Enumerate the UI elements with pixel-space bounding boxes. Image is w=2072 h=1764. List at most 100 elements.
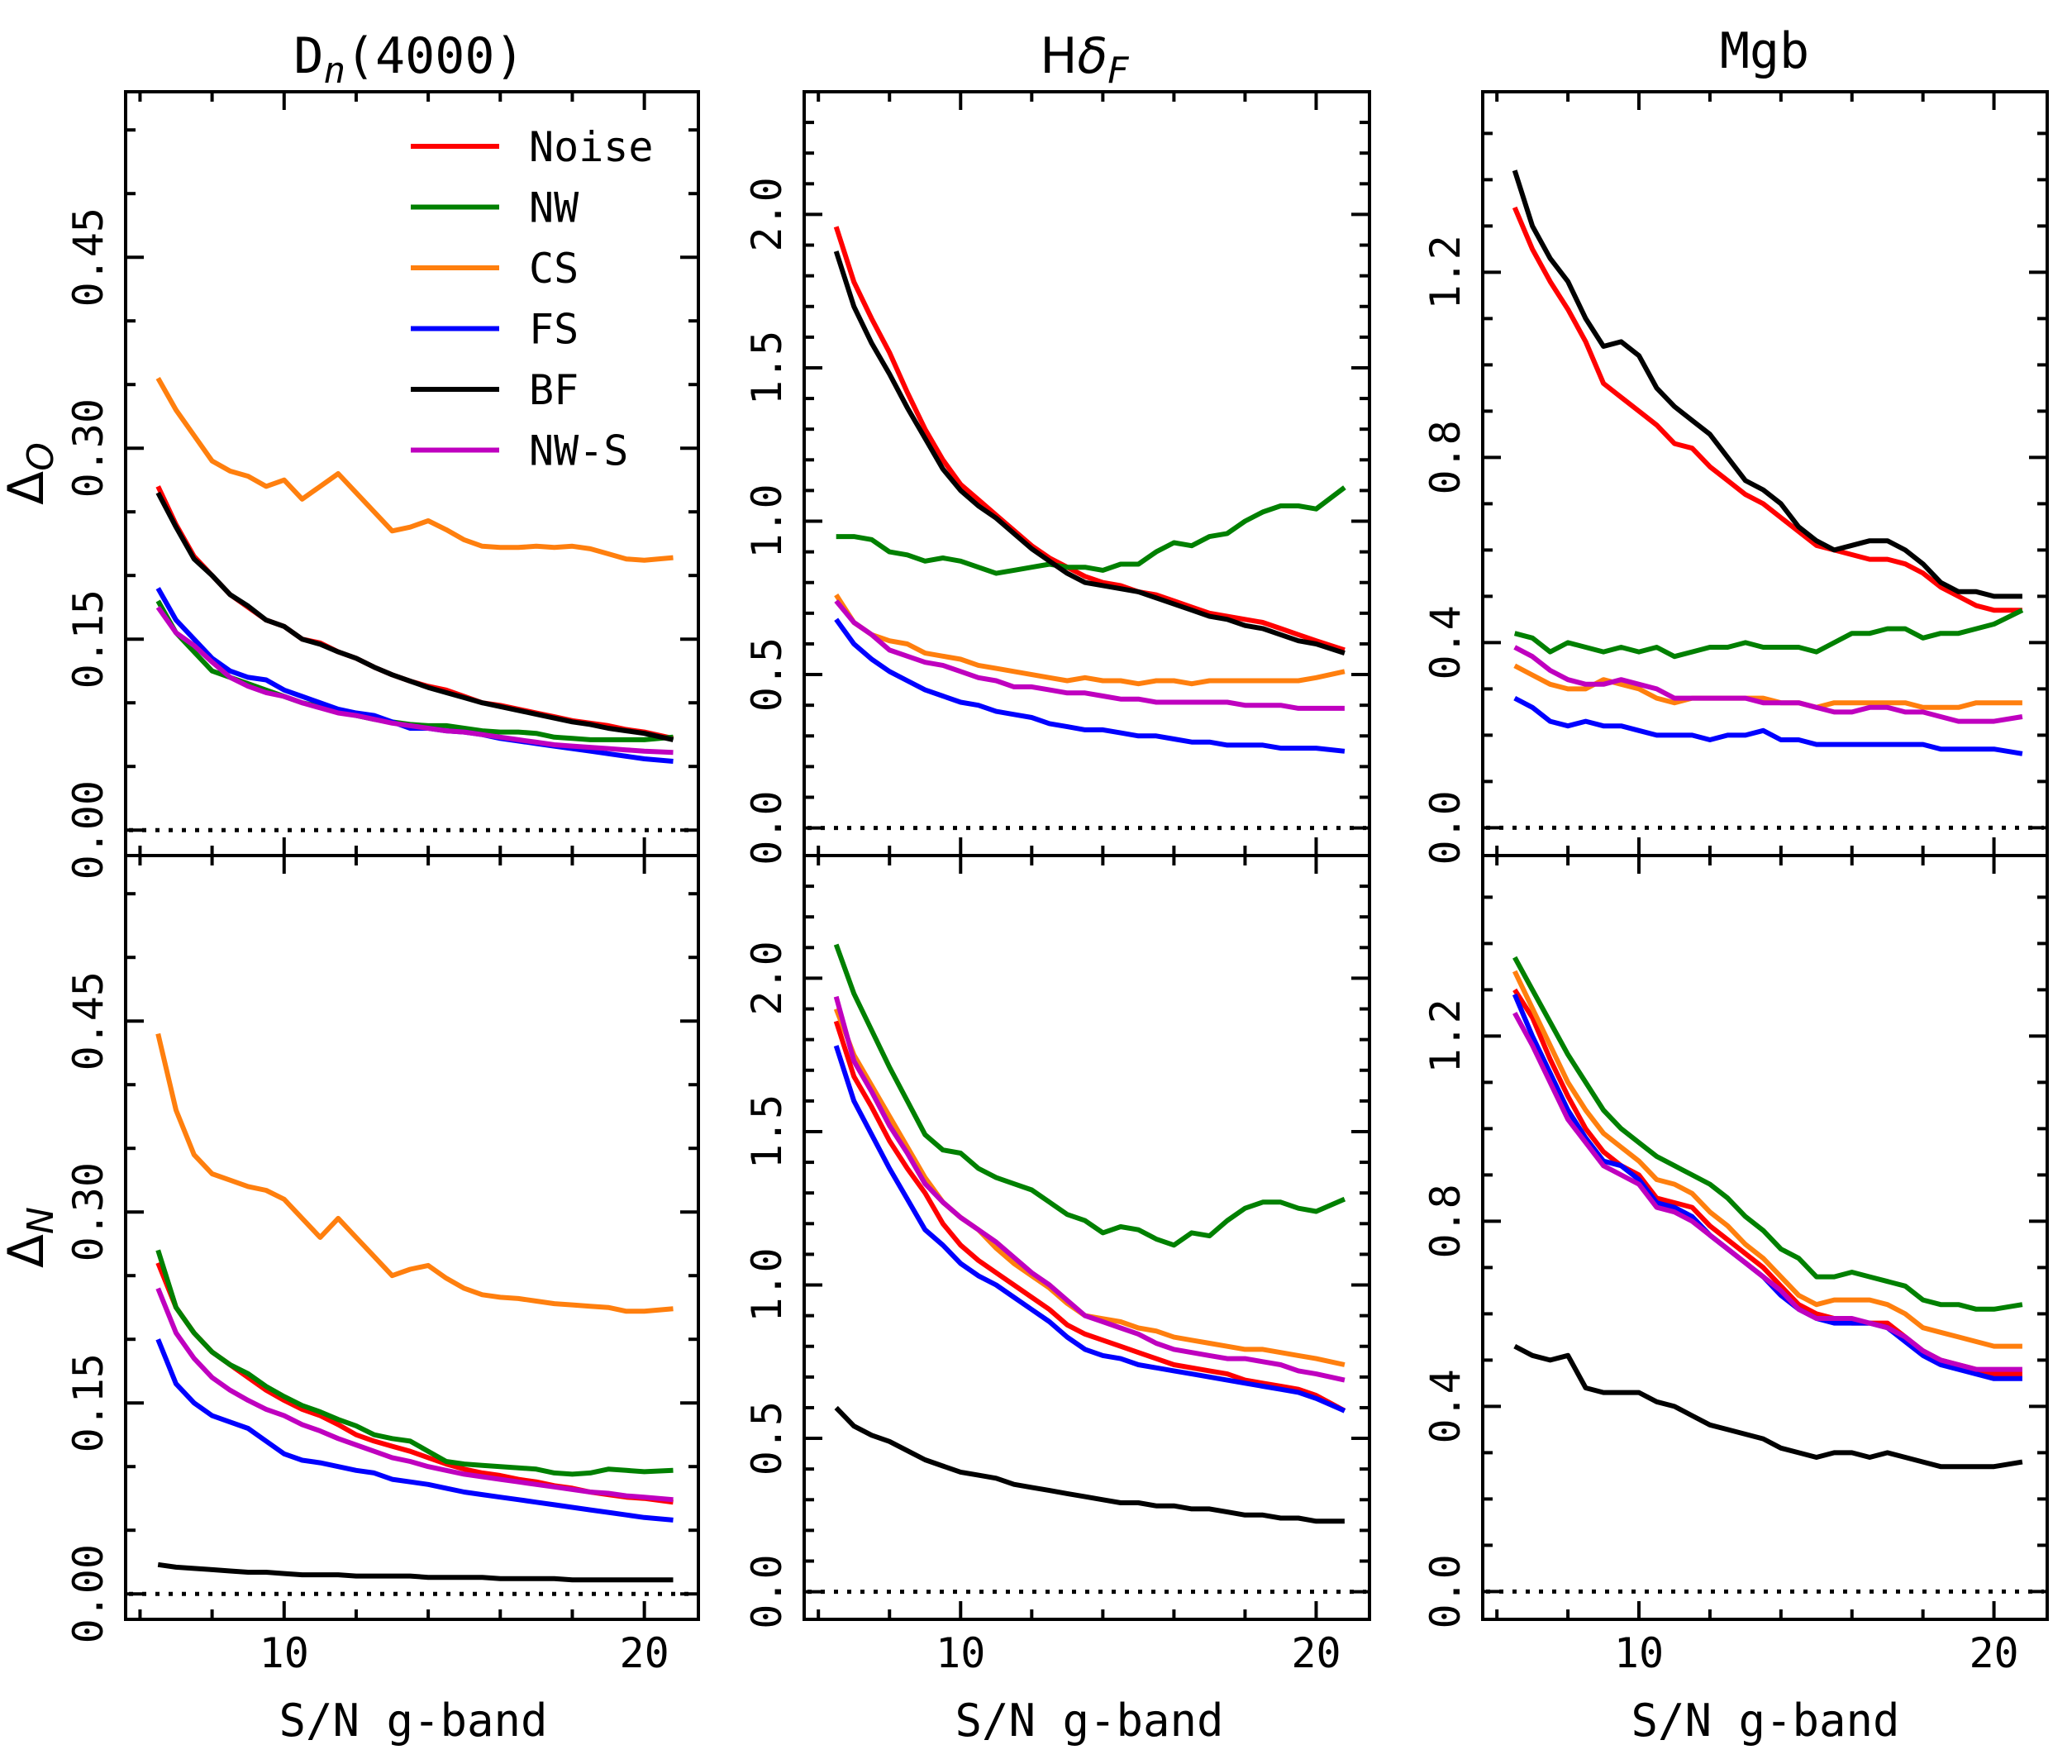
series-line-noise [1512,206,2022,613]
series-line-noise [1512,988,2022,1377]
x-tick-label: 20 [1291,1629,1341,1677]
panels: 0.00 0.15 0.30 0.45 0.0 0.5 1.0 1.5 2.0 0.0 0.4 0.8… [64,90,2049,1677]
series-line-fs [155,587,674,764]
series-line-nw-s [155,605,674,756]
panel-frame [1481,90,2049,857]
legend-item: Noise [411,123,654,171]
series-line-nw [1512,956,2023,1312]
y-tick-label: 0.5 [743,1401,791,1476]
y-tick-label: 1.0 [743,1247,791,1322]
series-line-nw-s [834,599,1345,711]
panel-dn4000-delta-o: 0.00 0.15 0.30 0.45 [64,90,700,880]
y-tick-label: 1.5 [743,1094,791,1169]
column-title-dn4000: Dn(4000) [293,27,524,92]
y-tick-label: 0.8 [1422,1184,1469,1258]
y-tick-label: 0.30 [64,398,112,498]
y-tick-label: 0.0 [1422,790,1469,865]
x-tick-label: 10 [1614,1629,1664,1677]
row-labels: ΔO ΔN [0,442,62,1268]
y-tick-label: 0.4 [1422,1369,1469,1443]
series-line-nw [1513,608,2024,660]
y-tick-label: 0.45 [64,207,112,307]
legend-item: FS [411,306,579,354]
series-line-nw [833,943,1346,1248]
xlabel-col-2: S/N g-band [1631,1695,1899,1747]
ylabel-delta-o: ΔO [0,442,62,505]
x-tick-label: 20 [620,1629,669,1677]
legend-label: FS [529,306,579,354]
y-tick-label: 0.15 [64,1353,112,1452]
series-line-cs [834,593,1346,687]
series-line-bf [833,250,1346,656]
y-tick-label: 2.0 [743,941,791,1015]
xlabel-col-1: S/N g-band [955,1695,1223,1747]
legend-label: CS [529,245,579,293]
legend-label: Noise [529,123,654,171]
series-line-fs [833,1045,1346,1414]
y-tick-label: 0.4 [1422,605,1469,679]
panel-frame [803,854,1371,1621]
panel-frame [1481,854,2049,1621]
y-tick-label: 2.0 [743,177,791,251]
legend-item: NW [411,184,579,232]
legend-item: CS [411,245,579,293]
y-tick-label: 0.45 [64,971,112,1070]
series-line-noise [833,1020,1346,1414]
column-title-hdeltaf: HδF [1040,27,1129,92]
y-tick-label: 0.5 [743,637,791,712]
y-tick-label: 1.0 [743,484,791,558]
series-line-nw-s [833,995,1346,1383]
series-line-bf [1513,1343,2023,1470]
x-tick-label: 10 [260,1629,309,1677]
legend-label: BF [529,366,579,414]
series-line-cs [155,1032,674,1314]
legend: Noise NW CS FS BF NW-S [411,123,654,475]
series-line-fs [1512,993,2022,1381]
panel-dn4000-delta-n: 0.00 0.15 0.30 0.45 10 20 [64,854,700,1677]
series-line-nw [155,1249,674,1477]
y-tick-label: 1.2 [1422,999,1469,1073]
y-tick-label: 0.15 [64,589,112,689]
panel-mgb-delta-o: 0.0 0.4 0.8 1.2 [1422,90,2049,865]
series-line-noise [833,226,1346,653]
series-line-fs [834,617,1346,754]
series-line-cs [833,1008,1346,1367]
series-line-fs [1513,695,2023,756]
series-line-bf [157,1561,674,1583]
ylabel-delta-n: ΔN [0,1207,62,1268]
series-line-fs [155,1338,674,1523]
series-line-cs [155,377,674,563]
series-line-bf [1512,169,2022,599]
y-tick-label: 1.2 [1422,235,1469,309]
series-line-nw-s [1512,1011,2022,1372]
column-title-mgb: Mgb [1720,22,1809,80]
legend-label: NW [529,184,579,232]
y-tick-label: 0.00 [64,780,112,880]
series-line-noise [155,1261,674,1505]
series-line-cs [1512,970,2022,1349]
y-tick-label: 0.0 [743,790,791,865]
x-axis-labels: S/N g-band S/N g-band S/N g-band [279,1695,1899,1747]
panel-mgb-delta-n: 0.0 0.4 0.8 1.2 10 20 [1422,854,2049,1677]
y-tick-label: 0.0 [743,1554,791,1628]
y-tick-label: 0.30 [64,1162,112,1261]
series-line-nw [836,485,1346,576]
y-tick-label: 0.00 [64,1544,112,1643]
y-tick-label: 0.0 [1422,1554,1469,1628]
panel-frame [124,854,700,1621]
panel-hdeltaf-delta-o: 0.0 0.5 1.0 1.5 2.0 [743,90,1371,865]
column-titles: Dn(4000) HδF Mgb [293,22,1809,92]
series-line-nw-s [155,1287,674,1503]
legend-label: NW-S [529,427,628,475]
panel-frame [803,90,1371,857]
xlabel-col-0: S/N g-band [279,1695,547,1747]
series-line-nw-s [1513,645,2023,724]
x-tick-label: 20 [1969,1629,2018,1677]
panel-hdeltaf-delta-n: 0.0 0.5 1.0 1.5 2.0 10 20 [743,854,1371,1677]
legend-item: NW-S [411,427,628,475]
legend-item: BF [411,366,579,414]
series-line-bf [155,491,674,742]
y-tick-label: 0.8 [1422,420,1469,494]
x-tick-label: 10 [936,1629,985,1677]
